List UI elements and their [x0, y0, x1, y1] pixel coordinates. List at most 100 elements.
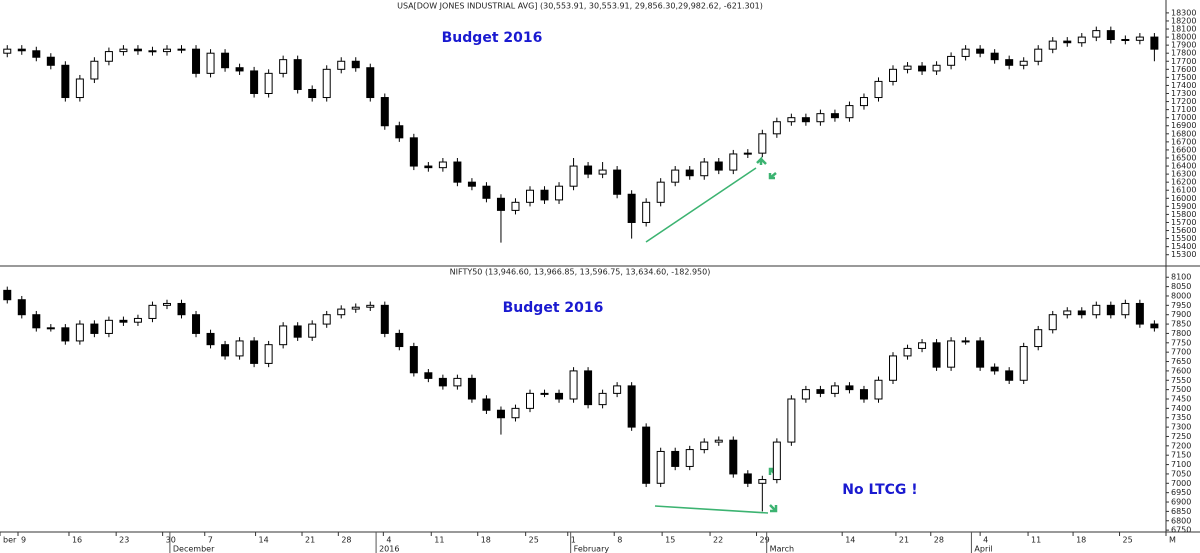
x-tick-label: 21 — [899, 536, 909, 545]
y-tick-label: 15600 — [1171, 226, 1196, 235]
candle-body — [264, 72, 273, 95]
candle-body — [75, 78, 84, 99]
candle-body — [351, 60, 360, 69]
candle-body — [729, 439, 738, 475]
y-tick-label: 15700 — [1171, 218, 1196, 227]
y-tick-label: 16300 — [1171, 170, 1196, 179]
candle-body — [308, 88, 317, 99]
y-tick-label: 16200 — [1171, 178, 1196, 187]
x-month-label: 2016 — [379, 545, 399, 553]
candle-body — [235, 340, 244, 357]
candle-body — [1005, 370, 1014, 381]
candle-body — [787, 398, 796, 443]
y-tick-label: 17300 — [1171, 89, 1196, 98]
candle-body — [845, 105, 854, 119]
candle-body — [322, 314, 331, 325]
candle-body — [569, 370, 578, 400]
candle-body — [162, 302, 171, 306]
y-tick-label: 17700 — [1171, 57, 1196, 66]
candle-body — [90, 323, 99, 334]
candle-body — [918, 65, 927, 72]
candle-body — [308, 323, 317, 338]
candle-body — [976, 48, 985, 54]
candle-body — [685, 169, 694, 177]
y-tick-label: 7250 — [1171, 432, 1191, 441]
candle-body — [642, 426, 651, 484]
candle-body — [424, 165, 433, 169]
candle-body — [32, 314, 41, 329]
y-tick-label: 7550 — [1171, 376, 1191, 385]
candle-body — [395, 125, 404, 139]
candle-body — [75, 323, 84, 342]
candle-body — [613, 385, 622, 394]
x-month-label: December — [173, 545, 215, 553]
candle-body — [395, 332, 404, 348]
candle-body — [192, 314, 201, 334]
candle-body — [250, 340, 259, 364]
candle-body — [511, 201, 520, 211]
x-tick-label: 22 — [713, 536, 723, 545]
candle-body — [584, 370, 593, 406]
candle-body — [1077, 310, 1086, 316]
y-tick-label: 7400 — [1171, 404, 1191, 413]
candle-body — [700, 441, 709, 451]
candle-body — [758, 479, 767, 484]
arrow — [768, 173, 775, 180]
x-tick-label: ber — [3, 536, 17, 545]
y-tick-label: 17900 — [1171, 41, 1196, 50]
candle-body — [947, 55, 956, 66]
candle-body — [671, 169, 680, 183]
candle-body — [279, 59, 288, 74]
candle-body — [1135, 302, 1144, 325]
y-tick-label: 16800 — [1171, 129, 1196, 138]
trend-lines — [645, 155, 778, 514]
candle-body — [729, 153, 738, 171]
candle-body — [976, 340, 985, 368]
y-tick-label: 6850 — [1171, 507, 1191, 516]
y-tick-label: 7000 — [1171, 479, 1191, 488]
y-tick-label: 7800 — [1171, 329, 1191, 338]
candle-body — [409, 346, 418, 374]
candle-body — [1034, 48, 1043, 62]
candle-body — [453, 161, 462, 183]
candle-body — [1106, 304, 1115, 316]
candle-body — [32, 50, 41, 58]
candle-body — [424, 372, 433, 379]
y-tick-label: 15300 — [1171, 250, 1196, 259]
candle-body — [685, 449, 694, 467]
candle-body — [627, 193, 636, 223]
candle-body — [656, 181, 665, 203]
y-tick-label: 7100 — [1171, 460, 1191, 469]
x-tick-label: 18 — [1076, 536, 1086, 545]
y-tick-label: 7150 — [1171, 451, 1191, 460]
candle-body — [177, 302, 186, 316]
candle-body — [642, 201, 651, 223]
y-tick-label: 16900 — [1171, 121, 1196, 130]
candle-body — [511, 407, 520, 419]
x-tick-label: 4 — [386, 536, 391, 545]
candle-body — [889, 355, 898, 381]
candle-body — [3, 289, 12, 301]
candle-body — [743, 473, 752, 484]
x-month-label: April — [974, 545, 992, 553]
candle-body — [903, 347, 912, 357]
x-tick-label: 25 — [529, 536, 539, 545]
candle-body — [990, 52, 999, 61]
candle-body — [409, 137, 418, 167]
candle-body — [627, 385, 636, 428]
candle-body — [496, 409, 505, 419]
x-tick-label: 14 — [259, 536, 269, 545]
candle-body — [671, 450, 680, 467]
y-tick-label: 18100 — [1171, 25, 1196, 34]
candle-body — [322, 68, 331, 99]
y-tick-label: 8050 — [1171, 282, 1191, 291]
y-tick-label: 17200 — [1171, 97, 1196, 106]
candle-body — [772, 121, 781, 135]
candle-body — [540, 392, 549, 395]
candle-body — [859, 97, 868, 107]
x-tick-label: 23 — [119, 536, 129, 545]
candle-body — [932, 342, 941, 368]
candle-body — [206, 52, 215, 74]
candle-body — [1005, 59, 1014, 66]
